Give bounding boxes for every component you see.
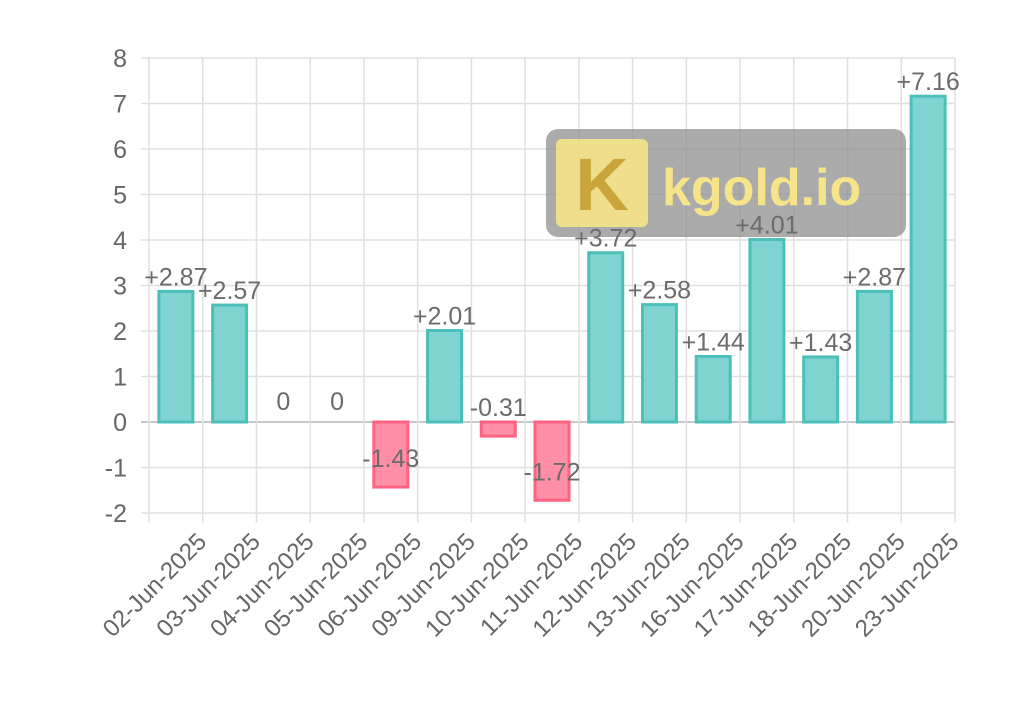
data-label: +2.87 xyxy=(144,263,207,291)
bar xyxy=(855,289,893,424)
y-tick-label: 4 xyxy=(113,227,127,255)
chart-bars xyxy=(157,94,947,502)
chart-grid xyxy=(141,57,956,523)
data-label: +3.72 xyxy=(574,225,637,253)
bar xyxy=(802,355,840,424)
y-tick-label: 8 xyxy=(113,45,127,73)
data-label: 0 xyxy=(330,388,344,416)
y-tick-label: 6 xyxy=(113,136,127,164)
data-label: +1.44 xyxy=(682,328,745,356)
data-label: +2.58 xyxy=(628,277,691,305)
data-label: +1.43 xyxy=(789,329,852,357)
bar xyxy=(157,289,195,424)
bar xyxy=(748,238,786,424)
y-tick-label: -2 xyxy=(105,500,127,528)
data-label: 0 xyxy=(276,388,290,416)
y-tick-label: -1 xyxy=(105,455,127,483)
bar xyxy=(587,251,625,424)
bar xyxy=(426,329,464,424)
data-label: -0.31 xyxy=(470,394,527,422)
y-tick-label: 2 xyxy=(113,318,127,346)
data-label: +7.16 xyxy=(897,68,960,96)
bar xyxy=(211,303,249,424)
bar xyxy=(640,303,678,424)
data-label: +4.01 xyxy=(735,212,798,240)
kgold-watermark: K kgold.io xyxy=(546,129,906,237)
bar xyxy=(909,94,947,424)
x-axis: 02-Jun-202503-Jun-202504-Jun-202505-Jun-… xyxy=(98,528,965,642)
bar xyxy=(479,420,517,438)
data-label: -1.43 xyxy=(362,445,419,473)
data-label: -1.72 xyxy=(524,458,581,486)
y-tick-label: 5 xyxy=(113,182,127,210)
bar xyxy=(694,354,732,424)
data-labels: +2.87+2.570 0-1.43+2.01-0.31-1.72+3.72+2.… xyxy=(144,68,960,486)
y-tick-label: 0 xyxy=(113,409,127,437)
data-label: +2.01 xyxy=(413,303,476,331)
watermark-logo-icon xyxy=(556,139,648,227)
y-tick-label: 7 xyxy=(113,91,127,119)
data-label: +2.57 xyxy=(198,277,261,305)
y-axis: 8 7 6 5 4 3 2 1 0 -1 -2 xyxy=(105,45,127,528)
bar xyxy=(533,420,571,502)
y-tick-label: 3 xyxy=(113,273,127,301)
watermark-logo-letter: K xyxy=(575,143,628,226)
data-label: +2.87 xyxy=(843,263,906,291)
watermark-text: kgold.io xyxy=(662,159,861,217)
bar xyxy=(372,420,410,489)
y-tick-label: 1 xyxy=(113,364,127,392)
